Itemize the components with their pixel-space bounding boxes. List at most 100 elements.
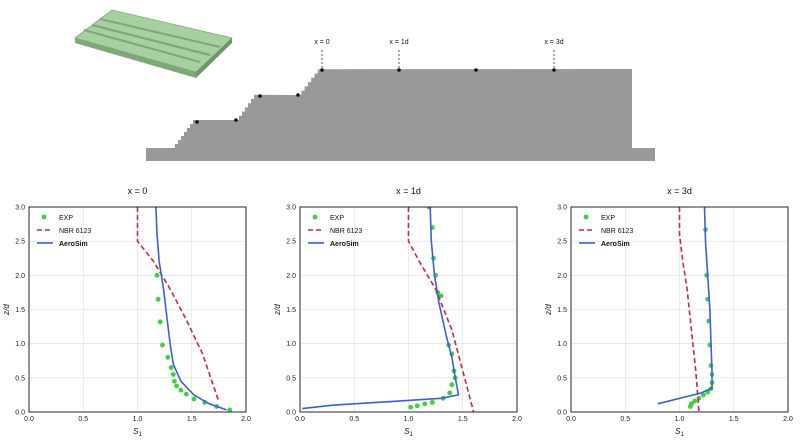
x-tick-label: 0.5 xyxy=(620,416,630,423)
y-tick-label: 2.0 xyxy=(15,273,25,280)
legend-label: AeroSim xyxy=(601,241,630,248)
x-tick-label: 1.0 xyxy=(133,416,143,423)
y-tick-label: 1.5 xyxy=(15,307,25,314)
legend-label: NBR 6123 xyxy=(601,228,633,235)
x-tick-label: 2.0 xyxy=(241,416,251,423)
y-tick-label: 1.0 xyxy=(286,341,296,348)
aerosim-line xyxy=(155,207,227,411)
y-tick-label: 2.0 xyxy=(286,273,296,280)
legend-label: AeroSim xyxy=(59,241,88,248)
x-tick-label: 2.0 xyxy=(783,416,793,423)
x-tick-label: 0.5 xyxy=(349,416,359,423)
plot-panel: x = 1d 0.0 0.5 1.0 1.5 2.0 0.0 0.5 1.0 1.5 2.0 2.5 3… xyxy=(273,186,522,438)
exp-point xyxy=(447,390,453,396)
legend-marker xyxy=(312,214,318,220)
probe-dot xyxy=(296,93,300,97)
marker-label: x = 3d xyxy=(544,39,563,46)
y-tick-label: 3.0 xyxy=(286,205,296,212)
nbr-6123-line xyxy=(407,207,475,412)
y-tick-label: 1.0 xyxy=(557,341,567,348)
x-axis-label: S1 xyxy=(404,427,413,438)
probe-dot xyxy=(397,68,401,72)
y-tick-label: 0.5 xyxy=(15,375,25,382)
x-tick-label: 1.5 xyxy=(729,416,739,423)
exp-point xyxy=(171,378,177,384)
exp-point xyxy=(689,401,694,407)
y-tick-label: 0.5 xyxy=(286,375,296,382)
x-axis-label: S1 xyxy=(675,427,684,438)
exp-point xyxy=(414,403,420,409)
x-axis-label: S1 xyxy=(133,427,142,438)
exp-point xyxy=(157,319,163,325)
probe-dot xyxy=(234,118,238,122)
probe-dot xyxy=(258,94,262,98)
exp-point xyxy=(170,372,176,377)
y-tick-label: 2.5 xyxy=(15,239,25,246)
legend: EXP NBR 6123 AeroSim xyxy=(37,214,91,248)
legend-label: EXP xyxy=(59,215,73,222)
y-tick-label: 0.0 xyxy=(286,410,296,417)
plot-panels: x = 0 0.0 0.5 1.0 1.5 2.0 0.0 0.5 1.0 1.5 2.0 2.5 3.… xyxy=(2,186,793,438)
y-axis-label: z/d xyxy=(544,304,553,316)
exp-point xyxy=(429,400,435,405)
exp-point xyxy=(154,272,160,278)
plot-frame xyxy=(570,206,789,413)
plot-panel: x = 0 0.0 0.5 1.0 1.5 2.0 0.0 0.5 1.0 1.5 2.0 2.5 3.… xyxy=(2,186,251,438)
legend: EXP NBR 6123 AeroSim xyxy=(579,214,633,248)
y-tick-label: 0.0 xyxy=(15,410,25,417)
y-tick-label: 2.0 xyxy=(557,273,567,280)
x-tick-label: 1.0 xyxy=(675,416,685,423)
exp-point xyxy=(449,382,455,388)
marker-label: x = 1d xyxy=(389,39,408,46)
y-tick-label: 1.5 xyxy=(557,307,567,314)
x-tick-label: 0.0 xyxy=(24,416,34,423)
y-tick-label: 1.0 xyxy=(15,341,25,348)
plot-panel: x = 3d 0.0 0.5 1.0 1.5 2.0 0.0 0.5 1.0 1.5 2.0 2.5 3… xyxy=(544,186,793,438)
legend-marker xyxy=(583,214,589,220)
nbr-6123-line xyxy=(136,207,220,403)
terrain-3d-thumbnail xyxy=(74,9,233,78)
legend-label: NBR 6123 xyxy=(330,228,362,235)
aerosim-line xyxy=(302,207,460,410)
marker-label: x = 0 xyxy=(314,39,329,46)
y-tick-label: 2.5 xyxy=(557,239,567,246)
x-tick-label: 1.5 xyxy=(187,416,197,423)
plot-title: x = 0 xyxy=(128,186,148,196)
x-tick-label: 1.5 xyxy=(458,416,468,423)
y-tick-label: 1.5 xyxy=(286,307,296,314)
exp-point xyxy=(165,354,171,360)
terrain-cross-section: x = 0 x = 1d x = 3d xyxy=(146,39,655,161)
probe-dot xyxy=(552,68,556,72)
plot-frame xyxy=(299,206,518,413)
y-axis-label: z/d xyxy=(2,304,11,316)
exp-point xyxy=(168,365,174,370)
probe-dot xyxy=(195,120,199,124)
x-tick-label: 1.0 xyxy=(404,416,414,423)
plot-title: x = 3d xyxy=(667,186,692,196)
x-tick-label: 0.5 xyxy=(78,416,88,423)
y-tick-label: 3.0 xyxy=(15,205,25,212)
aerosim-line xyxy=(657,207,713,405)
exp-point xyxy=(178,387,184,393)
plot-frame xyxy=(28,206,247,413)
y-tick-label: 3.0 xyxy=(557,205,567,212)
exp-point xyxy=(160,342,165,348)
y-tick-label: 0.5 xyxy=(557,375,567,382)
x-tick-label: 2.0 xyxy=(512,416,522,423)
plot-title: x = 1d xyxy=(396,186,421,196)
exp-point xyxy=(183,391,189,397)
legend-label: EXP xyxy=(330,215,344,222)
exp-point xyxy=(700,392,706,398)
legend-marker xyxy=(41,214,47,220)
y-axis-label: z/d xyxy=(273,304,282,316)
nbr-6123-line xyxy=(678,207,700,412)
exp-point xyxy=(155,296,161,302)
y-tick-label: 2.5 xyxy=(286,239,296,246)
legend: EXP NBR 6123 AeroSim xyxy=(308,214,362,248)
legend-label: NBR 6123 xyxy=(59,228,91,235)
exp-point xyxy=(174,383,179,389)
exp-point xyxy=(191,396,197,402)
exp-point xyxy=(422,401,428,407)
y-tick-label: 0.0 xyxy=(557,410,567,417)
